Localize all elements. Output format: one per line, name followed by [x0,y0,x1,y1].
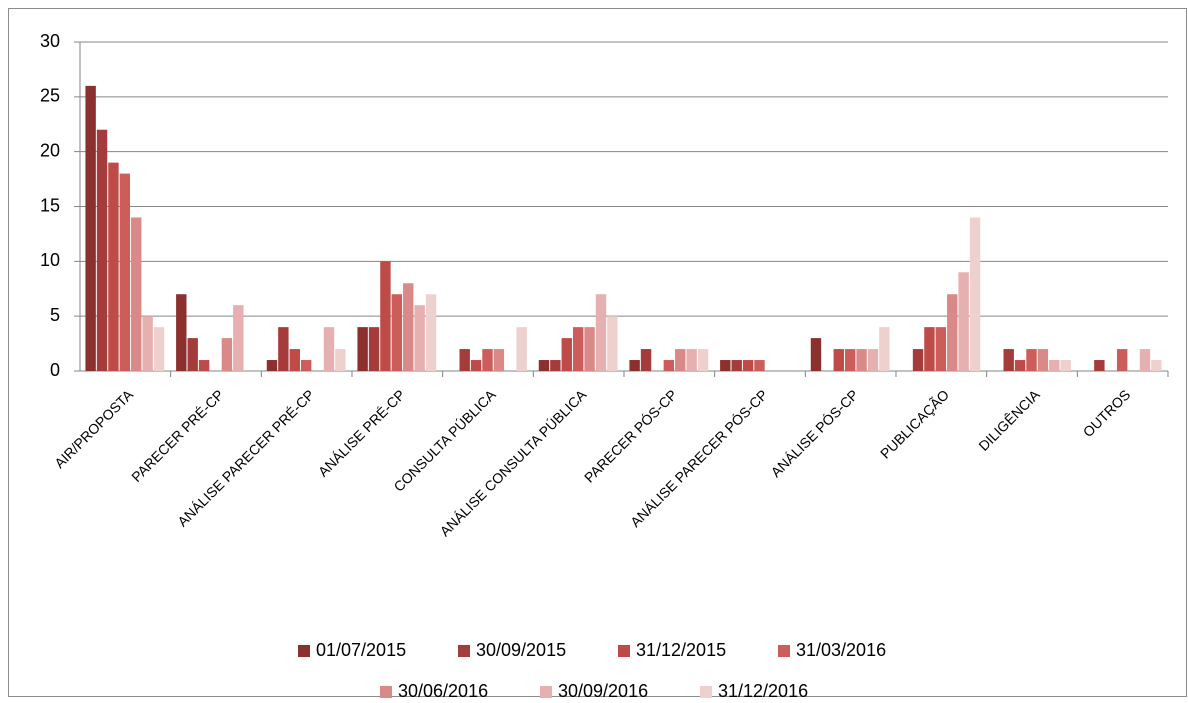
bar [85,85,96,371]
bar [482,349,493,371]
bar [335,349,346,371]
bar [493,349,505,371]
y-tick-label: 0 [50,360,60,380]
bar [754,360,765,371]
bar [187,338,198,371]
bar [856,349,867,371]
bar [1094,360,1105,371]
bar [368,327,380,371]
bar [142,316,153,371]
legend-label: 31/12/2015 [636,640,726,660]
y-tick-label: 30 [40,31,60,51]
bar [833,349,844,371]
bar [289,349,300,371]
bar [266,360,278,371]
bar [357,327,368,371]
bar [153,327,165,371]
bar [947,294,958,371]
bar [470,360,482,371]
bar [119,173,131,371]
bar [912,349,924,371]
bar [607,316,618,371]
y-tick-label: 15 [40,195,60,215]
bar [867,349,879,371]
y-tick-label: 20 [40,140,60,160]
bar [278,327,289,371]
y-tick-label: 25 [40,86,60,106]
bar [561,338,572,371]
bar [731,360,742,371]
bar [221,338,233,371]
bar [425,294,437,371]
y-tick-label: 5 [50,305,60,325]
bar [176,294,187,371]
bar [300,360,312,371]
legend-label: 31/03/2016 [796,640,886,660]
legend-label: 30/09/2016 [558,681,648,698]
bar [1116,349,1128,371]
bar [584,327,595,371]
bar [403,283,414,371]
legend-swatch [700,686,712,698]
bar [108,162,119,371]
bar [595,294,607,371]
bar [720,360,731,371]
bar [1003,349,1014,371]
bar [924,327,935,371]
bar [1060,360,1071,371]
bar [572,327,584,371]
bar [1151,360,1162,371]
bar [675,349,686,371]
legend-swatch [380,686,392,698]
bar [697,349,709,371]
bar [459,349,470,371]
bar [879,327,890,371]
bar [629,360,640,371]
bar [550,360,561,371]
bar [663,360,675,371]
legend-label: 30/09/2015 [476,640,566,660]
bar [131,217,142,371]
bar [1049,360,1060,371]
bar [640,349,652,371]
bar [958,272,969,371]
bar [1026,349,1037,371]
legend-swatch [458,645,470,657]
bar [742,360,754,371]
legend-label: 30/06/2016 [398,681,488,698]
bar [391,294,403,371]
bar [969,217,981,371]
bar [96,129,108,371]
bar [1139,349,1151,371]
legend-swatch [778,645,790,657]
bar [1014,360,1026,371]
bar [516,327,527,371]
bar [233,305,244,371]
bar [810,338,822,371]
bar [844,349,856,371]
bar [414,305,425,371]
legend-swatch [298,645,310,657]
y-tick-label: 10 [40,250,60,270]
bar [538,360,550,371]
bar [380,261,391,371]
legend-label: 01/07/2015 [316,640,406,660]
bar [686,349,697,371]
bar [198,360,210,371]
legend-swatch [540,686,552,698]
bar [935,327,947,371]
legend-label: 31/12/2016 [718,681,808,698]
bar [323,327,335,371]
legend-swatch [618,645,630,657]
bar [1037,349,1049,371]
